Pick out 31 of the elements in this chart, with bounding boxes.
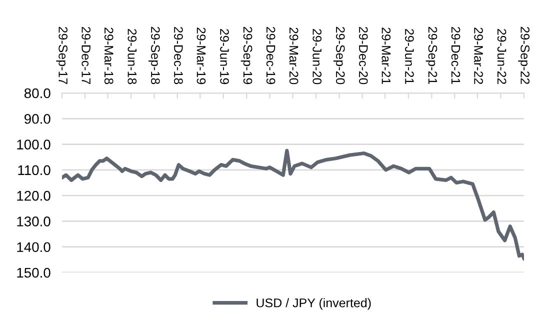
x-tick-label: 29-Sep-17 — [56, 26, 68, 84]
y-tick-label: 150.0 — [17, 268, 50, 278]
y-tick-label: 100.0 — [17, 140, 50, 150]
x-tick-label: 29-Jun-20 — [312, 29, 322, 84]
x-tick-label: 29-Dec-19 — [266, 26, 276, 84]
x-tick-label: 29-Mar-22 — [474, 28, 483, 84]
y-tick-label: 110.0 — [18, 165, 50, 176]
line-series — [62, 148, 524, 260]
x-tick-label: 29-Sep-22 — [518, 26, 530, 84]
x-tick-label: 29-Dec-21 — [451, 26, 460, 84]
x-tick-label: 29-Sep-20 — [333, 26, 345, 84]
y-tick-label: 80.0 — [24, 88, 50, 98]
x-tick-label: 29-Sep-21 — [426, 26, 438, 84]
legend-label: USD / JPY (inverted) — [256, 298, 371, 310]
y-tick-label: 90.0 — [24, 114, 50, 124]
x-tick-label: 29-Dec-17 — [82, 26, 91, 84]
x-tick-label: 29-Mar-19 — [196, 28, 206, 84]
y-tick-label: 140.0 — [17, 242, 50, 252]
x-tick-label: 29-Mar-18 — [104, 28, 114, 84]
y-tick-label: 120.0 — [17, 190, 50, 201]
x-tick-label: 29-Jun-19 — [220, 29, 229, 84]
x-tick-label: 29-Mar-20 — [289, 28, 298, 84]
y-tick-label: 130.0 — [17, 216, 50, 226]
x-tick-label: 29-Jun-21 — [405, 29, 414, 84]
x-tick-label: 29-Sep-19 — [240, 26, 252, 84]
x-tick-label: 29-Dec-18 — [174, 26, 183, 84]
x-tick-label: 29-Jun-22 — [497, 29, 506, 84]
x-tick-label: 29-Dec-20 — [358, 26, 368, 84]
x-tick-label: 29-Mar-21 — [382, 28, 391, 84]
x-tick-label: 29-Sep-18 — [148, 26, 160, 84]
x-tick-label: 29-Jun-18 — [128, 29, 137, 84]
